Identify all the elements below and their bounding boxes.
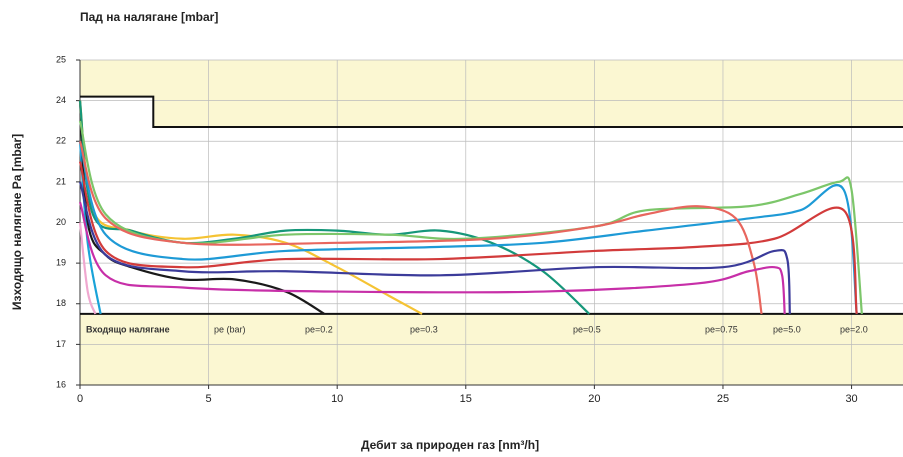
y-tick-label: 16 (56, 379, 66, 389)
annotation: pe=0.75 (705, 324, 738, 334)
line (78, 140, 858, 315)
annotation: pe=0.3 (410, 324, 438, 334)
x-tick-label: 5 (206, 393, 212, 405)
y-tick-label: 17 (56, 339, 66, 349)
y-axis-label: Изходящо налягане Pa [mbar] (10, 134, 24, 310)
line (78, 201, 786, 314)
y-tick-label: 20 (56, 217, 66, 227)
line (78, 222, 97, 315)
line (78, 161, 858, 315)
x-tick-label: 0 (77, 393, 83, 405)
y-tick-label: 21 (56, 176, 66, 186)
line (78, 100, 590, 315)
y-tick-label: 24 (56, 95, 66, 105)
y-tick-label: 22 (56, 136, 66, 146)
y-tick-label: 18 (56, 298, 66, 308)
x-axis-label: Дебит за природен газ [nm³/h] (361, 438, 539, 452)
x-tick-label: 30 (845, 393, 857, 405)
y-tick-label: 19 (56, 258, 66, 268)
annotation: pe=5.0 (773, 324, 801, 334)
annotation: pe=0.5 (573, 324, 601, 334)
annotation: pe (bar) (214, 324, 246, 334)
x-tick-label: 10 (331, 393, 343, 405)
x-tick-label: 25 (717, 393, 729, 405)
line (78, 141, 102, 315)
line (78, 181, 791, 314)
upper-limit-line (80, 95, 903, 129)
x-tick-label: 15 (460, 393, 472, 405)
chart-title: Пад на налягане [mbar] (80, 10, 218, 24)
annotation: pe=2.0 (840, 324, 868, 334)
upper-band (80, 60, 903, 128)
annotation: pe=0.2 (305, 324, 333, 334)
y-tick-label: 25 (56, 54, 66, 64)
annotation: Входящо налягане (86, 324, 170, 334)
lower-band (80, 313, 903, 385)
line (78, 140, 763, 315)
x-tick-label: 20 (588, 393, 600, 405)
